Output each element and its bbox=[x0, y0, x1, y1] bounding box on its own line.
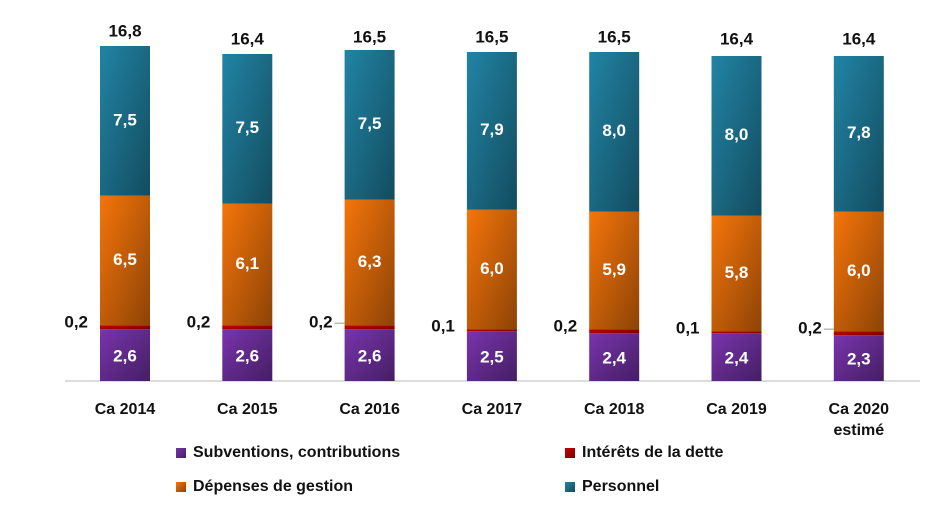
data-label-depenses-de-gestion-1: 6,1 bbox=[235, 254, 259, 273]
data-label-subventions-contributions-5: 2,4 bbox=[725, 349, 749, 368]
total-label-5: 16,4 bbox=[720, 29, 754, 48]
bars-group bbox=[100, 46, 884, 381]
bar-personnel-1 bbox=[222, 53, 273, 204]
bar-depenses-de-gestion-6 bbox=[833, 211, 884, 332]
category-label-0: Ca 2014 bbox=[95, 401, 156, 418]
bar-subventions-contributions-4 bbox=[589, 333, 640, 381]
data-label-depenses-de-gestion-4: 5,9 bbox=[602, 260, 626, 279]
legend: Subventions, contributions Intérêts de la… bbox=[176, 444, 723, 495]
bar-interets-de-la-dette-3 bbox=[466, 329, 517, 332]
data-label-personnel-2: 7,5 bbox=[358, 114, 382, 133]
data-label-personnel-1: 7,5 bbox=[235, 118, 259, 137]
bar-personnel-0 bbox=[100, 46, 150, 196]
bar-depenses-de-gestion-5 bbox=[711, 215, 762, 332]
bar-subventions-contributions-1 bbox=[222, 329, 273, 381]
bar-depenses-de-gestion-2 bbox=[344, 199, 395, 326]
total-label-3: 16,5 bbox=[475, 27, 508, 46]
data-label-depenses-de-gestion-0: 6,5 bbox=[113, 250, 137, 269]
bar-depenses-de-gestion-1 bbox=[222, 203, 273, 326]
total-label-0: 16,8 bbox=[108, 21, 141, 40]
bar-interets-de-la-dette-2 bbox=[344, 325, 395, 330]
data-label-depenses-de-gestion-5: 5,8 bbox=[725, 263, 749, 282]
category-label-6: Ca 2020 bbox=[829, 401, 890, 418]
data-label-personnel-5: 8,0 bbox=[725, 125, 749, 144]
data-label-depenses-de-gestion-2: 6,3 bbox=[358, 252, 382, 271]
bar-personnel-4 bbox=[589, 51, 640, 212]
data-label-personnel-4: 8,0 bbox=[602, 121, 626, 140]
data-label-subventions-contributions-3: 2,5 bbox=[480, 348, 504, 367]
category-labels-group: Ca 2014 Ca 2015 Ca 2016 Ca 2017 Ca 2018 Ca 20… bbox=[95, 401, 889, 439]
category-label-2: Ca 2016 bbox=[339, 401, 400, 418]
category-label-6-line1: estimé bbox=[833, 422, 884, 439]
bar-interets-de-la-dette-4 bbox=[589, 329, 640, 334]
data-label-interets-de-la-dette-2: 0,2 bbox=[309, 313, 333, 332]
bar-subventions-contributions-2 bbox=[344, 329, 395, 381]
data-label-depenses-de-gestion-6: 6,0 bbox=[847, 261, 871, 280]
data-label-interets-de-la-dette-1: 0,2 bbox=[187, 313, 211, 332]
bar-personnel-6 bbox=[833, 55, 884, 212]
bar-depenses-de-gestion-4 bbox=[589, 211, 640, 330]
data-label-depenses-de-gestion-3: 6,0 bbox=[480, 259, 504, 278]
legend-label-personnel: Personnel bbox=[582, 478, 659, 495]
legend-label-depenses-de-gestion: Dépenses de gestion bbox=[193, 478, 353, 495]
bar-personnel-2 bbox=[344, 49, 395, 200]
bar-interets-de-la-dette-6 bbox=[833, 331, 884, 336]
legend-swatch-subventions-contributions bbox=[176, 448, 186, 458]
data-label-personnel-6: 7,8 bbox=[847, 123, 871, 142]
data-label-personnel-3: 7,9 bbox=[480, 120, 504, 139]
total-label-6: 16,4 bbox=[842, 29, 876, 48]
bar-subventions-contributions-5 bbox=[711, 333, 762, 381]
data-label-interets-de-la-dette-6: 0,2 bbox=[798, 319, 822, 338]
labels-group: 2,6 0,2 6,5 7,5 16,8 2,6 0,2 6,1 7,5 16,4 2,6 0,2 6,… bbox=[64, 21, 876, 368]
data-label-interets-de-la-dette-3: 0,1 bbox=[431, 317, 455, 336]
data-label-personnel-0: 7,5 bbox=[113, 110, 137, 129]
bar-personnel-5 bbox=[711, 55, 762, 216]
bar-personnel-3 bbox=[466, 51, 517, 210]
category-label-4: Ca 2018 bbox=[584, 401, 645, 418]
bar-subventions-contributions-0 bbox=[100, 329, 150, 381]
total-label-2: 16,5 bbox=[353, 27, 386, 46]
bar-depenses-de-gestion-3 bbox=[466, 209, 517, 330]
bar-depenses-de-gestion-0 bbox=[100, 195, 150, 326]
bar-interets-de-la-dette-1 bbox=[222, 325, 273, 330]
total-label-4: 16,5 bbox=[598, 27, 631, 46]
legend-label-interets-de-la-dette: Intérêts de la dette bbox=[582, 444, 723, 461]
bar-subventions-contributions-3 bbox=[466, 331, 517, 381]
data-label-subventions-contributions-0: 2,6 bbox=[113, 347, 137, 366]
legend-swatch-depenses-de-gestion bbox=[176, 482, 186, 492]
bar-interets-de-la-dette-5 bbox=[711, 331, 762, 334]
bar-subventions-contributions-6 bbox=[833, 335, 884, 381]
bar-interets-de-la-dette-0 bbox=[100, 325, 150, 330]
data-label-subventions-contributions-1: 2,6 bbox=[235, 347, 259, 366]
data-label-subventions-contributions-6: 2,3 bbox=[847, 350, 871, 369]
data-label-subventions-contributions-4: 2,4 bbox=[602, 349, 626, 368]
legend-label-subventions-contributions: Subventions, contributions bbox=[193, 444, 400, 461]
category-label-1: Ca 2015 bbox=[217, 401, 278, 418]
data-label-interets-de-la-dette-5: 0,1 bbox=[676, 319, 700, 338]
data-label-subventions-contributions-2: 2,6 bbox=[358, 347, 382, 366]
category-label-5: Ca 2019 bbox=[706, 401, 767, 418]
data-label-interets-de-la-dette-4: 0,2 bbox=[554, 317, 578, 336]
category-label-3: Ca 2017 bbox=[462, 401, 523, 418]
total-label-1: 16,4 bbox=[231, 29, 265, 48]
legend-swatch-interets-de-la-dette bbox=[565, 448, 575, 458]
legend-swatch-personnel bbox=[565, 482, 575, 492]
data-label-interets-de-la-dette-0: 0,2 bbox=[64, 313, 88, 332]
